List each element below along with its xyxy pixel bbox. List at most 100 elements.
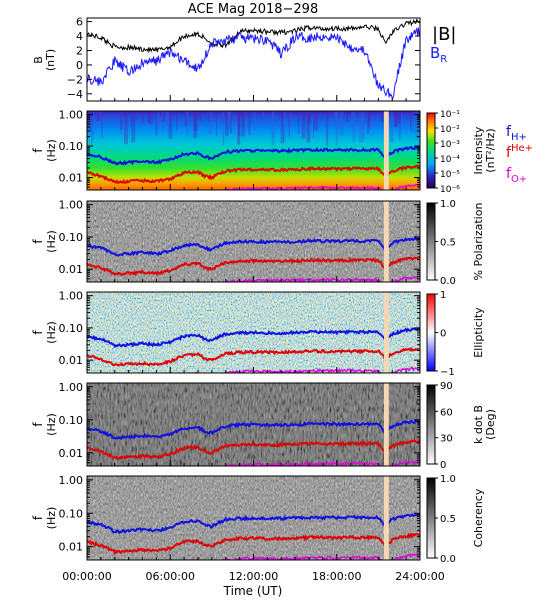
colorbar-tick-label: 10⁻¹ xyxy=(440,110,460,120)
panel-coherency: 1.00 0.10 0.01 f (Hz) 1.0 0.5 0.0 Coherency xyxy=(31,474,485,565)
freq-tick-label: 1.00 xyxy=(59,199,84,212)
colorbar-tick-label: 1.0 xyxy=(440,199,456,210)
freq-ylabel-1: f xyxy=(31,148,45,153)
freq-tick-label: 0.01 xyxy=(59,263,84,276)
data-gap-bar xyxy=(383,383,389,466)
gyrofrequency-legend: fH+ fHe+ fO+ xyxy=(506,124,533,185)
k-dot-b-colorbar-label: k dot B xyxy=(472,405,485,444)
gyro-he-line xyxy=(87,532,420,556)
colorbar-tick-label: 0.5 xyxy=(440,514,456,525)
gyro-he-line xyxy=(87,439,420,461)
freq-ylabel-1: f xyxy=(31,515,45,520)
panel-ellipticity: 1.00 0.10 0.01 f (Hz) 1 0 −1 Ellipticity xyxy=(31,290,485,378)
freq-ylabel-1: f xyxy=(31,330,45,335)
freq-ylabel-1: f xyxy=(31,239,45,244)
coherency-colorbar-label: Coherency xyxy=(472,488,485,547)
x-axis-label: Time (UT) xyxy=(223,584,283,598)
legend-f-he: fHe+ xyxy=(506,143,533,161)
time-tick-label: 00:00:00 xyxy=(62,570,111,583)
series-bmag-line xyxy=(87,18,420,54)
colorbar-tick-label: 10⁻⁴ xyxy=(440,155,460,165)
panel-intensity: 1.00 0.10 0.01 f (Hz) 10⁻¹ 10⁻² 10⁻³ 10⁻⁴ 10⁻⁵ 10⁻… xyxy=(31,109,497,195)
b-tick-label: 2 xyxy=(76,44,83,57)
colorbar-tick-label: 1 xyxy=(440,290,446,301)
data-gap-bar xyxy=(383,292,389,373)
gyro-he-line xyxy=(87,255,420,277)
freq-tick-label: 0.01 xyxy=(59,541,84,554)
panel-polarization: 1.00 0.10 0.01 f (Hz) 1.0 0.5 0.0 % Polarization xyxy=(31,199,485,287)
freq-tick-label: 1.00 xyxy=(59,109,84,122)
freq-tick-label: 0.01 xyxy=(59,354,84,367)
panel-k-dot-b: 1.00 0.10 0.01 f (Hz) 90 60 30 0 k dot B (Deg) xyxy=(31,381,497,471)
colorbar-tick-label: 90 xyxy=(440,381,453,392)
time-tick-label: 18:00:00 xyxy=(312,570,361,583)
freq-ylabel-2: (Hz) xyxy=(45,230,58,253)
intensity-colorbar-unit: (nT²/Hz) xyxy=(484,128,497,172)
data-gap-bar xyxy=(383,201,389,282)
colorbar-tick-label: 0 xyxy=(440,460,446,471)
b-tick-label: 4 xyxy=(76,30,83,43)
b-tick-label: 6 xyxy=(76,16,83,29)
gyro-h-line xyxy=(87,235,420,257)
magnetic-field-panel: 642 0−2 −4 B (nT) |B| BR xyxy=(32,16,456,102)
time-tick-label: 12:00:00 xyxy=(229,570,278,583)
gyro-h-line xyxy=(87,326,420,348)
colorbar-tick-label: 1.0 xyxy=(440,474,456,485)
freq-ylabel-2: (Hz) xyxy=(45,507,58,530)
b-tick-label: −4 xyxy=(67,88,83,101)
gyro-h-line xyxy=(87,419,420,440)
freq-tick-label: 0.10 xyxy=(59,414,84,427)
k-dot-b-colorbar xyxy=(426,384,436,465)
time-tick-label: 06:00:00 xyxy=(146,570,195,583)
magnetic-field-ylabel-2: (nT) xyxy=(44,49,57,71)
gyro-h-line xyxy=(87,144,420,166)
polarization-colorbar xyxy=(426,202,436,281)
ellipticity-colorbar xyxy=(426,293,436,372)
data-gap-bar xyxy=(383,111,389,190)
intensity-colorbar xyxy=(426,112,436,189)
freq-tick-label: 1.00 xyxy=(59,474,84,487)
freq-ylabel-2: (Hz) xyxy=(45,413,58,436)
k-dot-b-colorbar-unit: (Deg) xyxy=(484,409,497,440)
freq-tick-label: 1.00 xyxy=(59,290,84,303)
chart-title: ACE Mag 2018−298 xyxy=(188,2,318,17)
coherency-colorbar xyxy=(426,477,436,559)
colorbar-tick-label: 0.5 xyxy=(440,238,456,249)
freq-tick-label: 0.10 xyxy=(59,507,84,520)
colorbar-tick-label: 10⁻³ xyxy=(440,140,460,150)
time-axis-labels: 00:00:00 06:00:00 12:00:00 18:00:00 24:00:00 xyxy=(62,570,444,583)
freq-tick-label: 0.01 xyxy=(59,447,84,460)
series-br-line xyxy=(87,27,420,101)
data-gap-bar xyxy=(383,476,389,560)
freq-tick-label: 0.10 xyxy=(59,140,84,153)
gyro-he-line xyxy=(87,164,420,185)
freq-tick-label: 0.10 xyxy=(59,231,84,244)
colorbar-tick-label: 10⁻² xyxy=(440,125,460,135)
colorbar-tick-label: 10⁻⁶ xyxy=(440,185,460,195)
legend-f-h: fH+ xyxy=(506,124,527,143)
colorbar-tick-label: 30 xyxy=(440,434,453,445)
colorbar-tick-label: 0.0 xyxy=(440,554,456,565)
b-tick-label: 0 xyxy=(76,59,83,72)
freq-ylabel-2: (Hz) xyxy=(45,321,58,344)
freq-ylabel-2: (Hz) xyxy=(45,139,58,162)
legend-br: BR xyxy=(430,44,447,65)
time-tick-label: 24:00:00 xyxy=(395,570,444,583)
colorbar-tick-label: 0.0 xyxy=(440,276,456,287)
polarization-colorbar-label: % Polarization xyxy=(472,203,485,281)
intensity-colorbar-label: Intensity xyxy=(472,126,485,174)
legend-f-o: fO+ xyxy=(506,166,527,185)
colorbar-tick-label: 10⁻⁵ xyxy=(440,170,460,180)
b-tick-label: −2 xyxy=(67,73,83,86)
magnetic-field-ylabel-1: B xyxy=(32,56,45,64)
gyro-he-line xyxy=(87,346,420,367)
freq-ylabel-1: f xyxy=(31,422,45,427)
colorbar-tick-label: −1 xyxy=(440,367,455,378)
legend-bmag: |B| xyxy=(432,24,456,45)
colorbar-tick-label: 0 xyxy=(440,329,446,340)
colorbar-tick-label: 60 xyxy=(440,407,453,418)
gyro-h-line xyxy=(87,513,420,535)
ellipticity-colorbar-label: Ellipticity xyxy=(472,307,485,358)
legend-br-subscript: R xyxy=(440,54,447,65)
